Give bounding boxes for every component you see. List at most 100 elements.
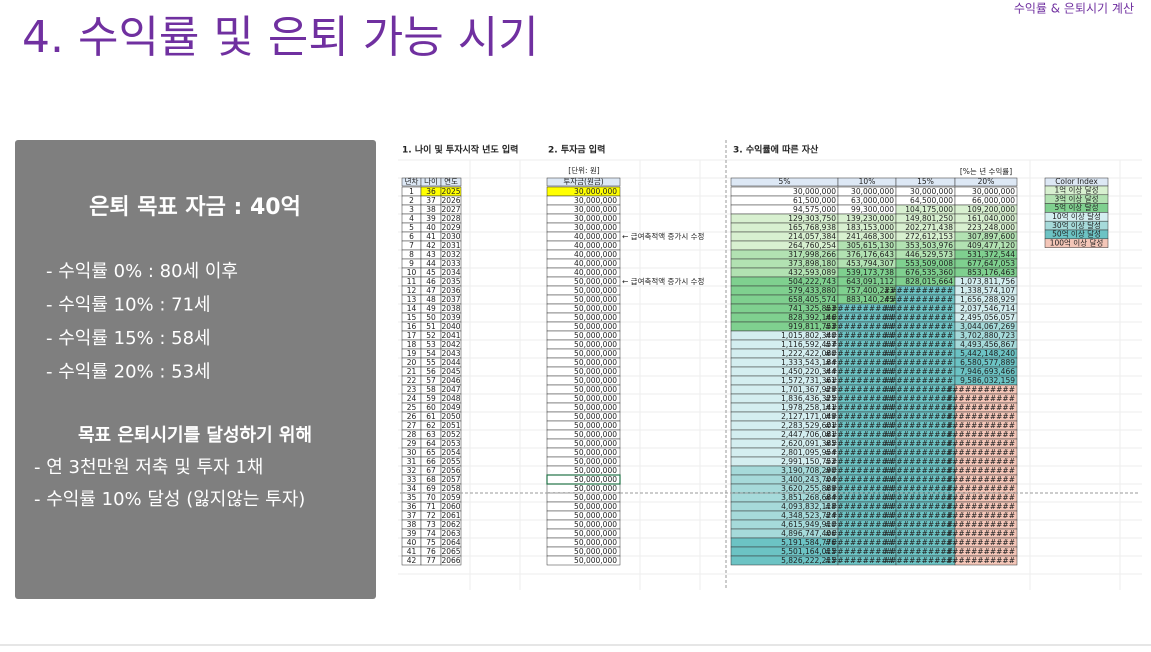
cell-value: ########### <box>884 412 953 421</box>
cell-value: 36 <box>426 187 436 196</box>
cell-value: 579,433,880 <box>788 286 836 295</box>
cell-value: 1,572,731,361 <box>781 376 836 385</box>
legend-label: 10억 이상 달성 <box>1052 211 1101 221</box>
cell-value: 50,000,000 <box>574 331 617 340</box>
cell-value: 21 <box>407 367 417 376</box>
cell-value: ########### <box>946 484 1015 493</box>
cell-value: 61,500,000 <box>793 196 836 205</box>
cell-value: ########### <box>884 394 953 403</box>
cell-value: 16 <box>407 322 417 331</box>
cell-value: 50,000,000 <box>574 340 617 349</box>
cell-value: 3,702,880,723 <box>960 331 1015 340</box>
cell-value: 52 <box>426 331 436 340</box>
cell-value: 4,896,747,406 <box>781 529 836 538</box>
cell-value: ########### <box>884 421 953 430</box>
cell-value: 2034 <box>441 268 460 277</box>
cell <box>954 555 1018 566</box>
cell-value: 73 <box>426 520 436 529</box>
slide-title: 4. 수익률 및 은퇴 가능 시기 <box>22 12 539 63</box>
cell-value: 40 <box>426 223 436 232</box>
cell-value: 38 <box>407 520 417 529</box>
cell-value: ########### <box>946 466 1015 475</box>
cell-value: 35 <box>407 493 417 502</box>
cell-value: 50,000,000 <box>574 385 617 394</box>
cell-value: 4 <box>409 214 414 223</box>
cell-value: 2056 <box>441 466 460 475</box>
cell-value: 70 <box>426 493 436 502</box>
cell-value: 272,612,153 <box>905 232 953 241</box>
cell-value: 9,586,032,159 <box>960 376 1015 385</box>
cell-value: ########### <box>884 511 953 520</box>
cell-value: 1,701,367,929 <box>781 385 836 394</box>
cell-value: 9 <box>409 259 414 268</box>
cell-value: 677,647,053 <box>967 259 1015 268</box>
goal: 은퇴 목표 자금 : 40억 <box>89 195 301 220</box>
cell-value: 2061 <box>441 511 460 520</box>
cell-value: 51 <box>426 322 436 331</box>
cell-value: 504,222,743 <box>788 277 836 286</box>
cell-value: 2045 <box>441 367 460 376</box>
cell-value: 3,044,067,269 <box>960 322 1015 331</box>
cell-value: 3,400,243,704 <box>781 475 836 484</box>
cell-value: 60 <box>426 403 436 412</box>
cell-value: ########### <box>825 511 894 520</box>
cell-value: 76 <box>426 547 436 556</box>
cell-value: 26 <box>407 412 417 421</box>
header-label: 10% <box>859 177 876 186</box>
cell-value: 7,946,693,466 <box>960 367 1015 376</box>
cell-value: 1,836,436,325 <box>781 394 836 403</box>
cell-value: ########### <box>946 556 1015 565</box>
cell-value: ########### <box>825 331 894 340</box>
cell-value: 56 <box>426 367 436 376</box>
cell-value: 1,333,543,184 <box>781 358 836 367</box>
cell-value: 37 <box>426 196 436 205</box>
cell-value: ########### <box>946 493 1015 502</box>
cell-value: ########### <box>946 538 1015 547</box>
cell-value: 3,620,255,889 <box>781 484 836 493</box>
cell-value: 432,593,089 <box>788 268 836 277</box>
header-label: 년차 <box>405 176 419 186</box>
cell-value: ########### <box>884 439 953 448</box>
cell-value: 62 <box>426 421 436 430</box>
note: ← 급여축적액 증가시 수정 <box>622 276 704 286</box>
cell-value: 2025 <box>441 187 460 196</box>
cell-value: ########### <box>825 385 894 394</box>
cell-value: 58 <box>426 385 436 394</box>
cell-value: 2 <box>409 196 414 205</box>
cell-value: 1 <box>409 187 414 196</box>
cell-value: ########### <box>946 403 1015 412</box>
cell-value: 74 <box>426 529 436 538</box>
cell-value: ########### <box>884 466 953 475</box>
cell-value: 5,826,222,215 <box>781 556 836 565</box>
cell-value: 2036 <box>441 286 460 295</box>
cell-value: 30 <box>407 448 417 457</box>
cell-value: 50,000,000 <box>574 457 617 466</box>
cell-value: 50,000,000 <box>574 295 617 304</box>
cell-value: 41 <box>407 547 417 556</box>
cell-value: 1,015,802,340 <box>781 331 836 340</box>
cell-value: 2031 <box>441 241 460 250</box>
cell-value: ########### <box>884 457 953 466</box>
cell-value: 202,271,438 <box>905 223 953 232</box>
cell-value: ########### <box>884 322 953 331</box>
cell <box>546 555 621 566</box>
unit-note: [단위: 원] <box>568 165 600 175</box>
cell-value: ########### <box>884 448 953 457</box>
cell-value: 61 <box>426 412 436 421</box>
cell-value: 40,000,000 <box>574 268 617 277</box>
cell-value: 17 <box>407 331 417 340</box>
cell-value: 2032 <box>441 250 460 259</box>
cell-value: 2050 <box>441 412 460 421</box>
cell-value: 50,000,000 <box>574 421 617 430</box>
cell-value: 50,000,000 <box>574 493 617 502</box>
cell-value: 44 <box>426 259 436 268</box>
cell-value: 31 <box>407 457 417 466</box>
cell-value: 30,000,000 <box>574 223 617 232</box>
summary-box <box>15 140 376 599</box>
cell-value: ########### <box>884 313 953 322</box>
cell-value: 50,000,000 <box>574 412 617 421</box>
cell-value: 50,000,000 <box>574 547 617 556</box>
cell-value: 539,173,738 <box>846 268 894 277</box>
cell-value: 14 <box>407 304 417 313</box>
cell-value: ########### <box>825 403 894 412</box>
